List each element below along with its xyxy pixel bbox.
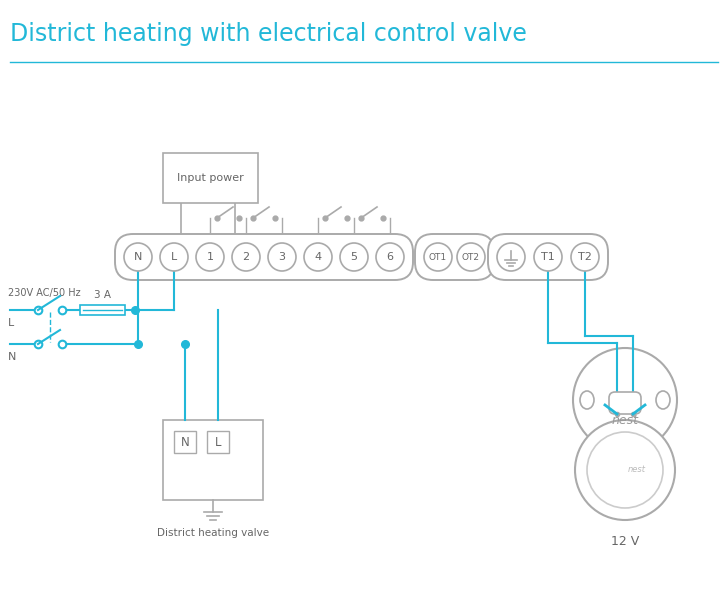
- Ellipse shape: [580, 391, 594, 409]
- Text: nest: nest: [612, 413, 638, 426]
- Text: 4: 4: [314, 252, 322, 262]
- Circle shape: [571, 243, 599, 271]
- Text: N: N: [134, 252, 142, 262]
- Text: OT2: OT2: [462, 252, 480, 261]
- Text: 230V AC/50 Hz: 230V AC/50 Hz: [8, 288, 81, 298]
- Circle shape: [124, 243, 152, 271]
- Circle shape: [534, 243, 562, 271]
- Circle shape: [587, 432, 663, 508]
- FancyBboxPatch shape: [115, 234, 413, 280]
- Text: District heating with electrical control valve: District heating with electrical control…: [10, 22, 527, 46]
- Text: OT1: OT1: [429, 252, 447, 261]
- Circle shape: [497, 243, 525, 271]
- Text: nest: nest: [628, 466, 646, 475]
- Text: N: N: [181, 435, 189, 448]
- Text: 5: 5: [350, 252, 357, 262]
- Circle shape: [424, 243, 452, 271]
- Ellipse shape: [656, 391, 670, 409]
- Text: 2: 2: [242, 252, 250, 262]
- FancyBboxPatch shape: [163, 420, 263, 500]
- Text: L: L: [171, 252, 177, 262]
- Circle shape: [340, 243, 368, 271]
- Bar: [80, 305, 125, 315]
- Circle shape: [304, 243, 332, 271]
- FancyBboxPatch shape: [207, 431, 229, 453]
- Text: 1: 1: [207, 252, 213, 262]
- Circle shape: [457, 243, 485, 271]
- Text: L: L: [215, 435, 221, 448]
- Text: N: N: [8, 352, 16, 362]
- Circle shape: [575, 420, 675, 520]
- Text: L: L: [8, 318, 15, 328]
- Text: T2: T2: [578, 252, 592, 262]
- Text: 3: 3: [279, 252, 285, 262]
- Circle shape: [268, 243, 296, 271]
- Text: District heating valve: District heating valve: [157, 528, 269, 538]
- Circle shape: [160, 243, 188, 271]
- Text: 6: 6: [387, 252, 394, 262]
- Text: 3 A: 3 A: [95, 290, 111, 300]
- Circle shape: [196, 243, 224, 271]
- FancyBboxPatch shape: [609, 392, 641, 414]
- Text: Input power: Input power: [177, 173, 244, 183]
- Text: 12 V: 12 V: [611, 535, 639, 548]
- FancyBboxPatch shape: [488, 234, 608, 280]
- FancyBboxPatch shape: [415, 234, 494, 280]
- Text: T1: T1: [541, 252, 555, 262]
- FancyBboxPatch shape: [163, 153, 258, 203]
- Circle shape: [573, 348, 677, 452]
- FancyBboxPatch shape: [174, 431, 196, 453]
- Circle shape: [376, 243, 404, 271]
- Circle shape: [232, 243, 260, 271]
